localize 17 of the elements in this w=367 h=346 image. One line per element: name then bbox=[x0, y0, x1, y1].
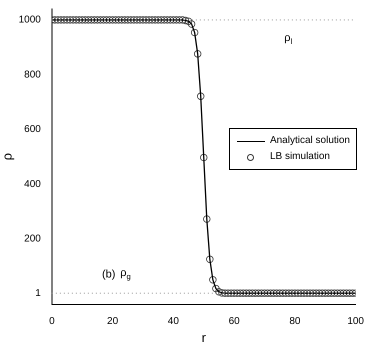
x-tick-label: 40 bbox=[168, 316, 180, 328]
y-tick-label: 400 bbox=[24, 178, 42, 190]
x-axis-title: r bbox=[202, 330, 207, 345]
annotation: (b) bbox=[102, 268, 116, 280]
x-tick-label: 100 bbox=[347, 316, 364, 328]
y-tick-label: 800 bbox=[24, 69, 42, 80]
legend-label: LB simulation bbox=[270, 150, 330, 164]
y-tick-label: 200 bbox=[24, 234, 42, 245]
x-tick-label: 20 bbox=[107, 316, 119, 328]
y-axis-title: ρ bbox=[0, 152, 14, 160]
y-tick-label: 1000 bbox=[18, 14, 42, 26]
x-tick-label: 80 bbox=[289, 316, 301, 328]
y-tick-label: 1 bbox=[35, 288, 42, 299]
y-tick-label: 600 bbox=[24, 124, 42, 136]
x-tick-label: 0 bbox=[49, 316, 56, 328]
legend-label: Analytical solution bbox=[270, 134, 350, 148]
x-tick-label: 60 bbox=[228, 316, 240, 328]
